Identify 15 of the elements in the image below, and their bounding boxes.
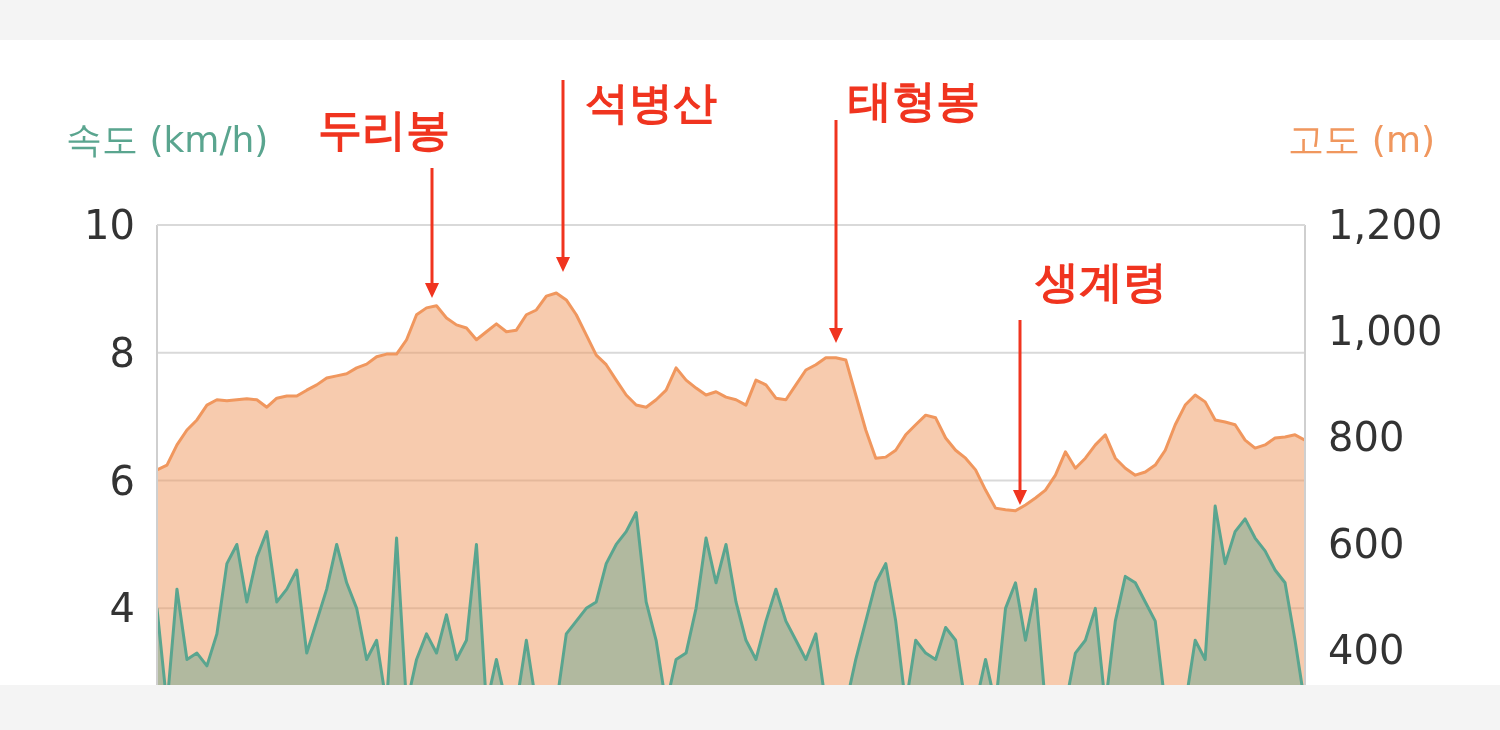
text: 두리봉	[318, 104, 450, 155]
y-axis-title: 속도 (km/h)	[66, 119, 269, 160]
y2-axis-title: 고도 (m)	[1288, 119, 1435, 160]
y2-tick-label: 400	[1328, 626, 1405, 673]
y-tick-label: 6	[109, 457, 135, 504]
y2-tick-label: 1,200	[1328, 202, 1443, 248]
y2-tick-label: 800	[1328, 414, 1405, 461]
annotation: 생계령	[1034, 256, 1167, 307]
y-tick-label: 8	[109, 329, 135, 376]
text: 석병산	[585, 77, 717, 128]
y-tick-label: 10	[84, 202, 135, 248]
y-tick-label: 4	[109, 585, 135, 632]
y2-tick-label: 600	[1328, 520, 1405, 567]
text: 태형봉	[848, 75, 980, 126]
y2-tick-label: 1,000	[1328, 308, 1443, 355]
